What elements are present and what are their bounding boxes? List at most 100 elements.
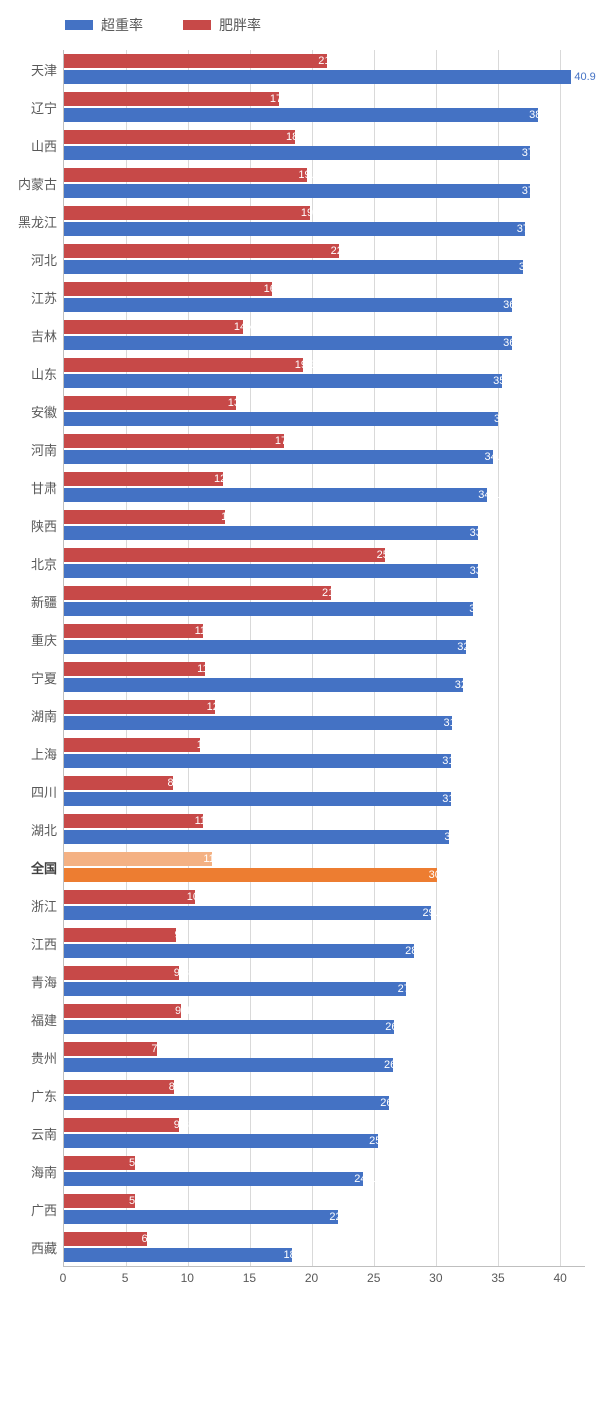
category-label: 河北 xyxy=(15,240,63,278)
obesity-value: 11 xyxy=(197,739,208,751)
x-axis: 0510152025303540 xyxy=(63,1271,585,1291)
data-row: 14.436.1 xyxy=(64,316,585,354)
overweight-value: 37.6 xyxy=(522,147,543,159)
overweight-bar xyxy=(64,1134,378,1148)
category-label: 北京 xyxy=(15,544,63,582)
obesity-bar xyxy=(64,1156,135,1170)
overweight-value: 24.1 xyxy=(354,1173,375,1185)
obesity-value: 5.7 xyxy=(129,1157,144,1169)
obesity-value: 17.3 xyxy=(270,93,291,105)
obesity-value: 21.2 xyxy=(318,55,339,67)
obesity-bar xyxy=(64,396,236,410)
obesity-bar xyxy=(64,1080,174,1094)
obesity-bar xyxy=(64,92,279,106)
x-tick-label: 0 xyxy=(60,1271,67,1285)
category-label: 山西 xyxy=(15,126,63,164)
plot-area: 21.240.917.338.218.637.619.637.619.837.2… xyxy=(63,50,585,1267)
overweight-value: 30.1 xyxy=(429,869,450,881)
obesity-bar xyxy=(64,700,215,714)
bar-rows: 21.240.917.338.218.637.619.637.619.837.2… xyxy=(64,50,585,1266)
overweight-value: 26.6 xyxy=(385,1021,406,1033)
data-row: 12.231.3 xyxy=(64,696,585,734)
overweight-bar xyxy=(64,146,530,160)
overweight-value: 35.3 xyxy=(493,375,514,387)
category-label: 新疆 xyxy=(15,582,63,620)
obesity-bar xyxy=(64,814,203,828)
overweight-bar xyxy=(64,412,498,426)
obesity-value: 8.8 xyxy=(168,777,183,789)
overweight-bar xyxy=(64,678,463,692)
overweight-value: 36.1 xyxy=(503,337,524,349)
overweight-bar xyxy=(64,1020,394,1034)
obesity-value: 13 xyxy=(221,511,233,523)
data-row: 11.432.2 xyxy=(64,658,585,696)
obesity-bar xyxy=(64,852,212,866)
category-label: 云南 xyxy=(15,1114,63,1152)
data-row: 11.231 xyxy=(64,810,585,848)
obesity-bar xyxy=(64,54,327,68)
x-tick-label: 5 xyxy=(122,1271,129,1285)
obesity-value: 19.6 xyxy=(298,169,319,181)
obesity-value: 11.2 xyxy=(195,625,216,637)
x-tick-label: 25 xyxy=(367,1271,380,1285)
obesity-bar xyxy=(64,510,225,524)
obesity-value: 5.7 xyxy=(129,1195,144,1207)
obesity-value: 9 xyxy=(175,929,181,941)
data-row: 8.926.2 xyxy=(64,1076,585,1114)
category-label: 广西 xyxy=(15,1190,63,1228)
category-label: 江西 xyxy=(15,924,63,962)
overweight-bar xyxy=(64,374,502,388)
obesity-bar xyxy=(64,472,223,486)
obesity-value: 9.3 xyxy=(174,967,189,979)
obesity-value: 7.5 xyxy=(151,1043,166,1055)
category-label: 辽宁 xyxy=(15,88,63,126)
obesity-value: 25.9 xyxy=(377,549,398,561)
overweight-value: 31.2 xyxy=(442,755,463,767)
legend-swatch xyxy=(183,20,211,30)
obesity-bar xyxy=(64,1118,179,1132)
overweight-bar xyxy=(64,754,451,768)
obesity-value: 11.2 xyxy=(195,815,216,827)
overweight-bar xyxy=(64,602,473,616)
overweight-bar xyxy=(64,944,414,958)
overweight-value: 18.4 xyxy=(284,1249,305,1261)
x-tick-label: 35 xyxy=(491,1271,504,1285)
overweight-bar xyxy=(64,70,571,84)
overweight-bar xyxy=(64,640,466,654)
obesity-bar xyxy=(64,434,284,448)
data-row: 25.933.4 xyxy=(64,544,585,582)
legend: 超重率肥胖率 xyxy=(15,10,585,50)
category-label: 山东 xyxy=(15,354,63,392)
category-label: 青海 xyxy=(15,962,63,1000)
obesity-value: 17.7 xyxy=(275,435,296,447)
obesity-bar xyxy=(64,624,203,638)
chart-area: 天津辽宁山西内蒙古黑龙江河北江苏吉林山东安徽河南甘肃陕西北京新疆重庆宁夏湖南上海… xyxy=(15,50,585,1267)
obesity-bar xyxy=(64,1194,135,1208)
legend-label: 肥胖率 xyxy=(219,15,261,35)
overweight-value: 37.6 xyxy=(522,185,543,197)
data-row: 13.935 xyxy=(64,392,585,430)
category-label: 吉林 xyxy=(15,316,63,354)
data-row: 9.426.6 xyxy=(64,1000,585,1038)
overweight-bar xyxy=(64,1172,363,1186)
obesity-value: 12.2 xyxy=(207,701,228,713)
overweight-bar xyxy=(64,222,525,236)
obesity-value: 10.6 xyxy=(187,891,208,903)
category-label: 宁夏 xyxy=(15,658,63,696)
overweight-bar xyxy=(64,792,451,806)
overweight-value: 22.1 xyxy=(329,1211,350,1223)
overweight-bar xyxy=(64,1096,389,1110)
category-label: 重庆 xyxy=(15,620,63,658)
obesity-value: 9.3 xyxy=(174,1119,189,1131)
obesity-bar xyxy=(64,1042,157,1056)
obesity-bar xyxy=(64,966,179,980)
obesity-bar xyxy=(64,1004,181,1018)
overweight-value: 37 xyxy=(519,261,531,273)
obesity-bar xyxy=(64,358,303,372)
data-row: 21.240.9 xyxy=(64,50,585,88)
overweight-value: 33 xyxy=(469,603,481,615)
obesity-bar xyxy=(64,548,385,562)
overweight-bar xyxy=(64,1058,393,1072)
overweight-value: 29.6 xyxy=(422,907,443,919)
overweight-bar xyxy=(64,450,493,464)
